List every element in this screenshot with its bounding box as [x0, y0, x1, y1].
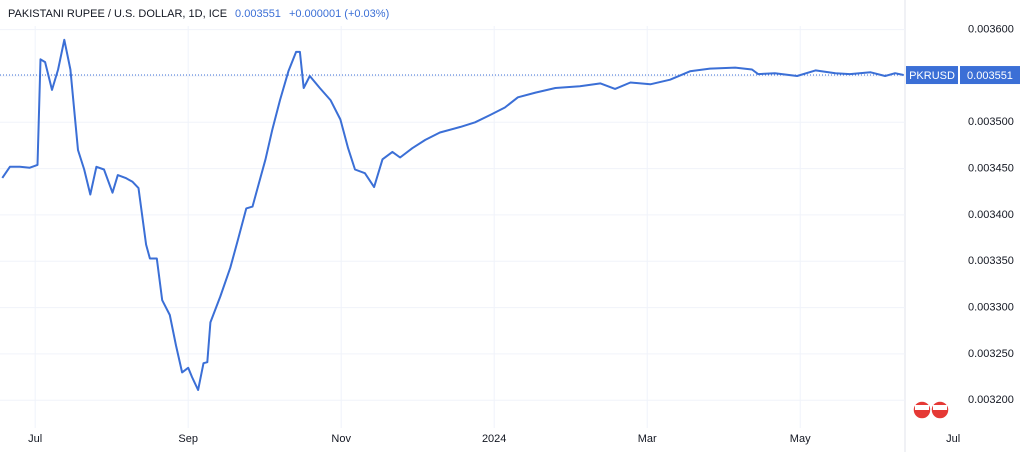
x-tick-label: Mar [638, 433, 657, 445]
x-tick-label: Sep [178, 433, 198, 445]
chart-title: PAKISTANI RUPEE / U.S. DOLLAR, 1D, ICE [8, 8, 227, 20]
y-tick-label: 0.003600 [968, 24, 1014, 36]
y-tick-label: 0.003500 [968, 116, 1014, 128]
x-tick-label: Jul [28, 433, 42, 445]
x-tick-label: Nov [331, 433, 351, 445]
y-tick-label: 0.003300 [968, 301, 1014, 313]
y-tick-label: 0.003350 [968, 255, 1014, 267]
y-tick-label: 0.003450 [968, 163, 1014, 175]
legend-box [906, 66, 958, 85]
header-price: 0.003551 [235, 8, 281, 20]
x-tick-label: May [790, 433, 811, 445]
header-change: +0.000001 (+0.03%) [289, 8, 389, 20]
x-tick-label: 2024 [482, 433, 506, 445]
y-tick-label: 0.003400 [968, 209, 1014, 221]
x-tick-label: Jul [946, 433, 960, 445]
y-tick-label: 0.003250 [968, 348, 1014, 360]
price-label: 0.003551 [967, 70, 1013, 82]
price-box [960, 66, 1020, 85]
currency-icons [912, 400, 950, 420]
y-tick-label: 0.003200 [968, 394, 1014, 406]
price-line [1, 38, 904, 391]
legend-label: PKRUSD [909, 70, 955, 82]
